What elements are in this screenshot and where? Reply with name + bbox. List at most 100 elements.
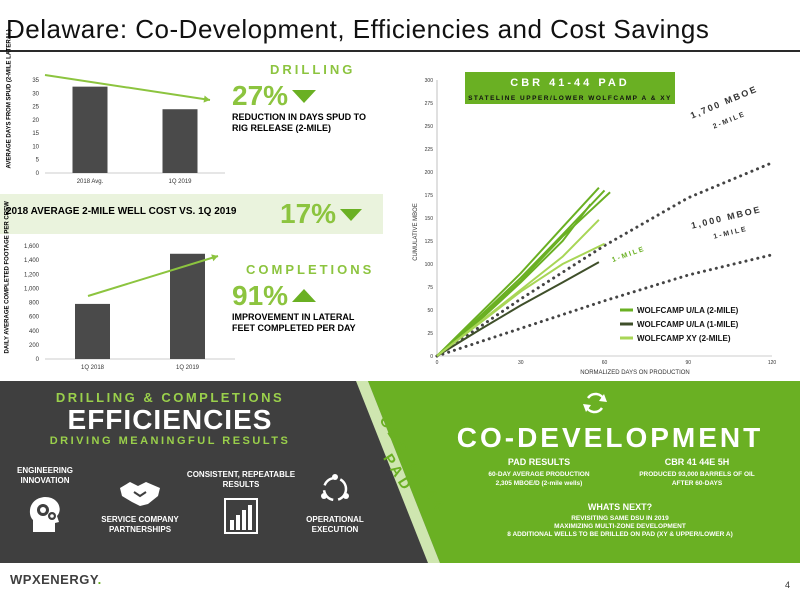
well-production-line xyxy=(436,242,605,357)
engineering-innovation-label: ENGINEERING INNOVATION xyxy=(16,466,73,485)
title-divider xyxy=(0,50,800,52)
trend-arrow-line xyxy=(44,74,211,101)
completions-stat-box: 91% IMPROVEMENT IN LATERAL FEET COMPLETE… xyxy=(232,280,382,342)
x-tick-label: 1Q 2018 xyxy=(81,365,105,371)
y-tick-label: 75 xyxy=(427,285,433,291)
efficiencies-line3: DRIVING MEANINGFUL RESULTS xyxy=(49,435,291,447)
y-tick-label: 1,600 xyxy=(24,244,40,250)
down-arrow-icon xyxy=(340,208,363,221)
well-results-title: CBR 41 44E 5H xyxy=(664,457,730,467)
chart-subtitle: STATELINE UPPER/LOWER WOLFCAMP A & XY xyxy=(468,95,672,102)
well-results-text-2: AFTER 60-DAYS xyxy=(671,480,723,487)
well-production-line xyxy=(436,261,600,357)
y-tick-label: 1,000 xyxy=(24,286,40,292)
efficiencies-line1: DRILLING & COMPLETIONS xyxy=(55,390,285,405)
well-cost-stat: 17% xyxy=(280,198,363,230)
trend-arrow-head xyxy=(203,95,210,103)
consistent-results-item: CONSISTENT, REPEATABLE RESULTS xyxy=(186,470,296,539)
down-arrow-icon xyxy=(292,90,317,103)
consistent-results-label: CONSISTENT, REPEATABLE RESULTS xyxy=(186,470,296,489)
y-tick-label: 275 xyxy=(425,101,434,107)
logo-part-b: ENERGY xyxy=(41,572,98,587)
page-title: Delaware: Co-Development, Efficiencies a… xyxy=(6,14,710,44)
bar xyxy=(75,303,110,359)
type-curve-sublabel: 1-MILE xyxy=(713,226,749,241)
service-partnerships-item: SERVICE COMPANY PARTNERSHIPS xyxy=(90,478,190,535)
y-tick-label: 25 xyxy=(427,331,433,337)
page-number: 4 xyxy=(784,580,790,590)
legend-label: WOLFCAMP XY (2-MILE) xyxy=(637,334,731,343)
cycle-icon xyxy=(321,474,349,502)
well-cost-band xyxy=(0,194,383,234)
y-tick-label: 200 xyxy=(29,343,40,349)
x-tick-label: 30 xyxy=(518,360,524,366)
completions-label: COMPLETIONS xyxy=(246,262,375,277)
y-tick-label: 25 xyxy=(32,105,39,111)
chart-title: CBR 41-44 PAD xyxy=(510,77,630,89)
y-tick-label: 0 xyxy=(36,171,40,177)
logo-part-a: WPX xyxy=(10,572,42,587)
well-production-line xyxy=(436,191,611,357)
legend-label: WOLFCAMP U/LA (2-MILE) xyxy=(637,306,739,315)
completions-y-axis-label: DAILY AVERAGE COMPLETED FOOTAGE PER CREW xyxy=(4,201,11,354)
gear-head-icon xyxy=(29,497,60,532)
chart-y-label: CUMULATIVE MBOE xyxy=(413,203,419,261)
completions-bar-chart: 1,600 1,400 1,200 1,000 800 600 400 200 0 1Q 2018… xyxy=(24,244,235,371)
well-production-line xyxy=(436,219,600,357)
y-tick-label: 0 xyxy=(36,357,40,363)
well-results-block: CBR 41 44E 5H PRODUCED 93,000 BARRELS OF… xyxy=(622,457,772,487)
y-tick-label: 250 xyxy=(425,124,434,130)
y-tick-label: 300 xyxy=(425,78,434,84)
completions-stat-desc: IMPROVEMENT IN LATERAL FEET COMPLETED PE… xyxy=(232,312,356,333)
y-tick-label: 150 xyxy=(425,216,434,222)
trend-arrow-line xyxy=(87,255,219,297)
drilling-stat-desc: REDUCTION IN DAYS SPUD TO RIG RELEASE (2… xyxy=(232,112,367,133)
bar xyxy=(170,253,205,359)
company-logo: WPXENERGY. xyxy=(10,572,102,587)
whats-next-1: REVISITING SAME DSU IN 2019 xyxy=(571,515,669,522)
whats-next-3: 8 ADDITIONAL WELLS TO BE DRILLED ON PAD … xyxy=(507,531,733,538)
well-results-text-1: PRODUCED 93,000 BARRELS OF OIL xyxy=(639,471,755,478)
bar-chart-icon xyxy=(224,498,258,534)
y-tick-label: 200 xyxy=(425,170,434,176)
up-arrow-icon xyxy=(292,289,317,302)
well-production-line xyxy=(436,186,600,357)
chart-x-label: NORMALIZED DAYS ON PRODUCTION xyxy=(580,370,690,376)
refresh-cycle-icon xyxy=(583,392,607,414)
y-tick-label: 0 xyxy=(430,354,433,360)
cbr-pad-line-chart: CBR 41-44 PAD STATELINE UPPER/LOWER WOLF… xyxy=(413,72,777,376)
well-cost-text: 2018 AVERAGE 2-MILE WELL COST VS. 1Q 201… xyxy=(6,206,237,217)
pad-results-block: PAD RESULTS 60-DAY AVERAGE PRODUCTION 2,… xyxy=(464,457,614,487)
pad-results-title: PAD RESULTS xyxy=(507,457,571,467)
x-tick-label: 2018 Avg. xyxy=(77,179,104,185)
efficiencies-heading: DRILLING & COMPLETIONS EFFICIENCIES DRIV… xyxy=(0,390,340,447)
whats-next-2: MAXIMIZING MULTI-ZONE DEVELOPMENT xyxy=(554,523,686,530)
y-tick-label: 5 xyxy=(36,158,40,164)
whats-next-title: WHATS NEXT? xyxy=(587,502,653,512)
x-tick-label: 60 xyxy=(602,360,608,366)
y-tick-label: 600 xyxy=(29,315,40,321)
type-curve-sublabel: 2-MILE xyxy=(712,111,747,131)
x-tick-label: 1Q 2019 xyxy=(176,365,200,371)
engineering-innovation-item: ENGINEERING INNOVATION xyxy=(10,466,80,541)
type-curve-label: 1,700 MBOE xyxy=(689,84,759,121)
x-tick-label: 0 xyxy=(436,360,439,366)
whats-next-block: WHATS NEXT? REVISITING SAME DSU IN 2019 … xyxy=(470,502,770,538)
y-tick-label: 10 xyxy=(32,144,39,150)
well-cost-value: 17% xyxy=(280,198,337,229)
y-tick-label: 15 xyxy=(32,131,39,137)
efficiencies-line2: EFFICIENCIES xyxy=(67,404,273,435)
bar xyxy=(72,86,108,173)
bar xyxy=(162,109,198,173)
drilling-stat-box: 27% REDUCTION IN DAYS SPUD TO RIG RELEAS… xyxy=(232,80,382,142)
y-tick-label: 100 xyxy=(425,262,434,268)
y-tick-label: 1,400 xyxy=(24,258,40,264)
y-tick-label: 175 xyxy=(425,193,434,199)
drilling-bar-chart: 35 30 25 20 15 10 5 0 2018 Avg. 1Q 2019 xyxy=(32,74,225,185)
legend-label: WOLFCAMP U/LA (1-MILE) xyxy=(637,320,739,329)
pad-results-text-2: 2,305 MBOE/D (2-mile wells) xyxy=(495,480,583,487)
drilling-label: DRILLING xyxy=(270,62,356,77)
chart-title-box xyxy=(465,72,675,104)
x-tick-label: 120 xyxy=(768,360,777,366)
trend-arrow-head xyxy=(211,254,218,262)
